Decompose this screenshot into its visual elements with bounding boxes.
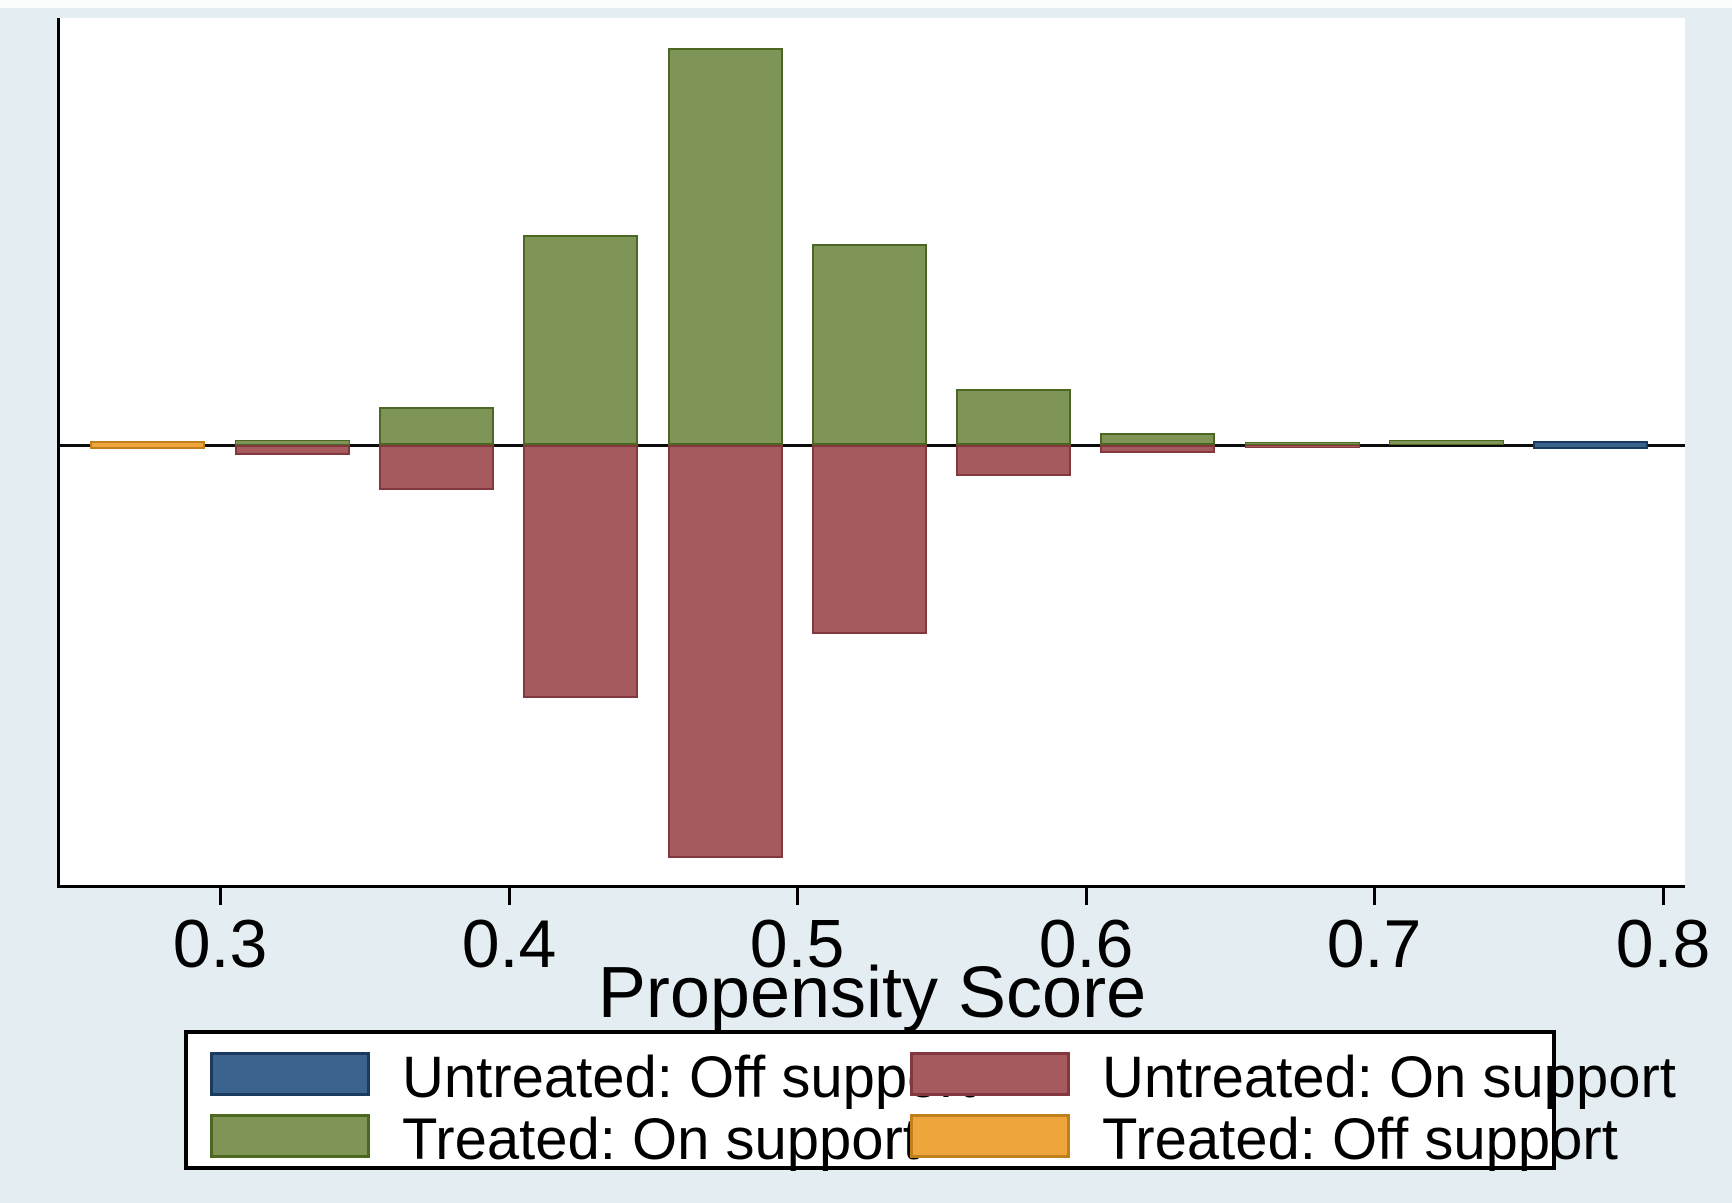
x-tick-label: 0.3 [172, 906, 268, 982]
bar-untreated-on-support [956, 445, 1071, 476]
x-tick-label: 0.4 [461, 906, 557, 982]
x-tick-label: 0.5 [749, 906, 845, 982]
bar-untreated-on-support [1100, 445, 1215, 453]
bar-treated-on-support [1245, 442, 1360, 445]
x-tick [796, 888, 799, 905]
x-tick-label: 0.8 [1615, 906, 1711, 982]
legend-box: Untreated: Off support Untreated: On sup… [184, 1030, 1676, 1172]
bar-treated-on-support [812, 244, 927, 445]
legend-label: Treated: On support [402, 1107, 919, 1172]
bar-untreated-on-support [668, 445, 783, 858]
x-axis-line [57, 885, 1685, 888]
top-margin [0, 0, 1732, 8]
bar-treated-on-support [235, 440, 350, 445]
bar-untreated-on-support [235, 445, 350, 455]
x-tick [1373, 888, 1376, 905]
bar-untreated-on-support [1245, 445, 1360, 448]
bar-treated-on-support [523, 235, 638, 445]
bar-treated-off-support [90, 441, 205, 449]
bar-treated-on-support [1100, 433, 1215, 445]
legend-label: Untreated: Off support [402, 1045, 975, 1110]
untreated-off-swatch [210, 1052, 370, 1096]
bar-treated-on-support [1389, 440, 1504, 445]
bar-treated-on-support [956, 389, 1071, 445]
untreated-on-swatch [910, 1052, 1070, 1096]
x-tick [1085, 888, 1088, 905]
x-tick [219, 888, 222, 905]
bar-treated-on-support [379, 407, 494, 445]
x-axis-title: Propensity Score [597, 953, 1147, 1033]
x-tick [508, 888, 511, 905]
y-axis-line [57, 18, 60, 888]
bar-treated-on-support [668, 48, 783, 445]
x-tick-label: 0.6 [1038, 906, 1134, 982]
x-tick-label: 0.7 [1326, 906, 1422, 982]
bar-untreated-off-support [1533, 441, 1648, 449]
x-tick [1662, 888, 1665, 905]
bar-untreated-on-support [523, 445, 638, 698]
treated-on-swatch [210, 1114, 370, 1158]
bar-untreated-on-support [812, 445, 927, 634]
legend-label: Treated: Off support [1102, 1107, 1618, 1172]
treated-off-swatch [910, 1114, 1070, 1158]
legend-label: Untreated: On support [1102, 1045, 1676, 1110]
bar-untreated-on-support [379, 445, 494, 490]
